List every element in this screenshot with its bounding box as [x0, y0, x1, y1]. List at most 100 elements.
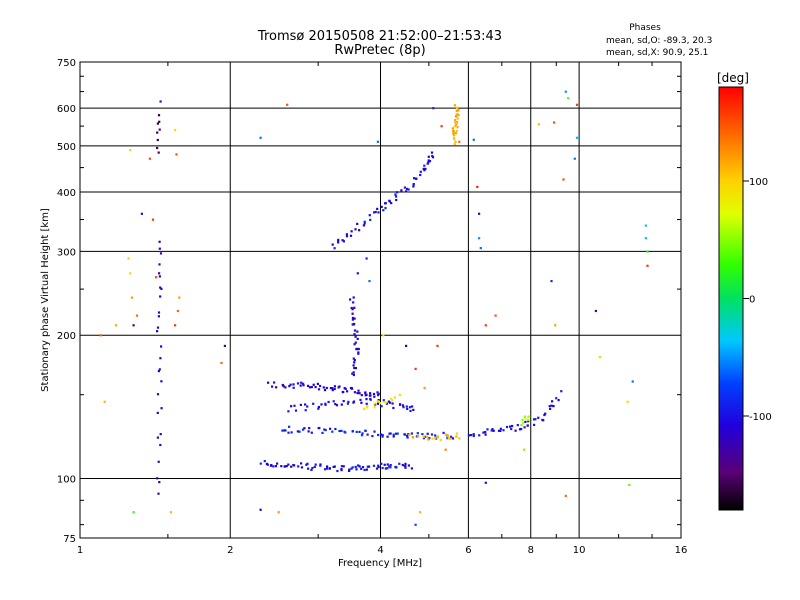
scatter-point: [414, 367, 417, 370]
trace-point: [327, 400, 330, 404]
trace-point: [362, 224, 365, 227]
trace-point: [385, 402, 389, 405]
trace-point: [349, 298, 352, 301]
trace-point: [290, 431, 293, 434]
trace-point: [292, 383, 295, 386]
trace-point: [319, 384, 322, 388]
trace-point: [344, 387, 347, 390]
trace-point: [455, 109, 458, 112]
trace-point: [377, 466, 380, 469]
scatter-point: [552, 121, 556, 124]
trace-point: [160, 345, 163, 348]
trace-point: [405, 187, 409, 190]
trace-point: [356, 330, 359, 333]
y-tick-label: 75: [63, 534, 76, 545]
trace-point: [373, 211, 376, 214]
trace-point: [358, 392, 361, 395]
trace-point: [159, 286, 162, 289]
trace-point: [357, 389, 360, 392]
trace-point: [281, 384, 285, 387]
trace-point: [368, 465, 371, 468]
scatter-point: [129, 272, 132, 275]
trace-point: [158, 247, 161, 250]
trace-point: [354, 228, 357, 231]
scatter-point: [419, 511, 422, 514]
trace-point: [158, 368, 161, 371]
scatter-point: [575, 103, 579, 106]
trace-point: [532, 418, 536, 421]
scatter-point: [103, 400, 106, 403]
trace-point: [363, 468, 366, 472]
trace-point: [331, 430, 334, 433]
trace-point: [354, 335, 357, 338]
trace-point: [293, 464, 296, 467]
trace-point: [302, 384, 305, 387]
trace-point: [306, 462, 309, 465]
trace-point: [272, 465, 275, 468]
trace-point: [344, 431, 347, 434]
trace-point: [449, 437, 452, 441]
trace-point: [300, 466, 304, 469]
x-tick-label: 2: [227, 545, 233, 556]
scatter-point: [365, 257, 368, 260]
trace-point: [391, 402, 394, 405]
trace-point: [408, 434, 411, 437]
trace-point: [456, 106, 459, 109]
trace-point: [452, 130, 455, 133]
trace-point: [453, 104, 456, 107]
colorbar-label: [deg]: [717, 71, 749, 85]
trace-point: [455, 129, 458, 133]
trace-point: [410, 432, 413, 435]
trace-point: [373, 402, 376, 405]
trace-point: [331, 387, 334, 390]
trace-point: [472, 434, 475, 438]
trace-point: [365, 468, 368, 471]
trace-point: [522, 422, 525, 425]
trace-point: [265, 462, 268, 465]
trace-point: [353, 359, 356, 362]
trace-point: [331, 243, 334, 246]
trace-point: [366, 433, 369, 436]
scatter-point: [458, 140, 461, 143]
trace-point: [289, 383, 292, 386]
trace-point: [287, 410, 290, 413]
scatter-point: [140, 212, 143, 215]
scatter-point: [564, 90, 567, 93]
trace-point: [415, 177, 418, 180]
trace-point: [524, 420, 527, 423]
trace-point: [352, 301, 355, 304]
colorbar-gradient: [718, 86, 744, 511]
y-tick-label: 750: [57, 58, 76, 69]
trace-point: [351, 372, 354, 375]
trace-point: [312, 402, 315, 405]
trace-point: [542, 419, 545, 422]
trace-point: [358, 229, 361, 232]
trace-point: [310, 431, 313, 434]
trace-point: [333, 247, 336, 250]
trace-point: [357, 464, 360, 467]
scatter-point: [432, 107, 435, 110]
trace-point: [446, 437, 449, 440]
trace-point: [335, 404, 339, 407]
trace-point: [391, 399, 394, 402]
trace-point: [334, 427, 337, 431]
trace-point: [412, 185, 415, 188]
plot-frame: [79, 61, 682, 539]
scatter-point: [169, 511, 172, 514]
colorbar-tick-label: 0: [749, 295, 755, 306]
trace-point: [452, 132, 455, 135]
trace-point: [452, 134, 456, 137]
stats-line-o: mean, sd,O: -89.3, 20.3: [606, 36, 712, 46]
trace-point: [156, 477, 159, 480]
trace-point: [156, 131, 159, 134]
trace-point: [406, 434, 409, 438]
trace-point: [380, 462, 383, 465]
trace-point: [158, 128, 161, 131]
trace-point: [346, 390, 349, 393]
trace-point: [447, 437, 450, 440]
colorbar-tick-label: 100: [749, 177, 768, 188]
trace-point: [386, 463, 389, 466]
trace-point: [285, 465, 288, 468]
trace-point: [382, 399, 385, 402]
scatter-point: [99, 334, 102, 337]
